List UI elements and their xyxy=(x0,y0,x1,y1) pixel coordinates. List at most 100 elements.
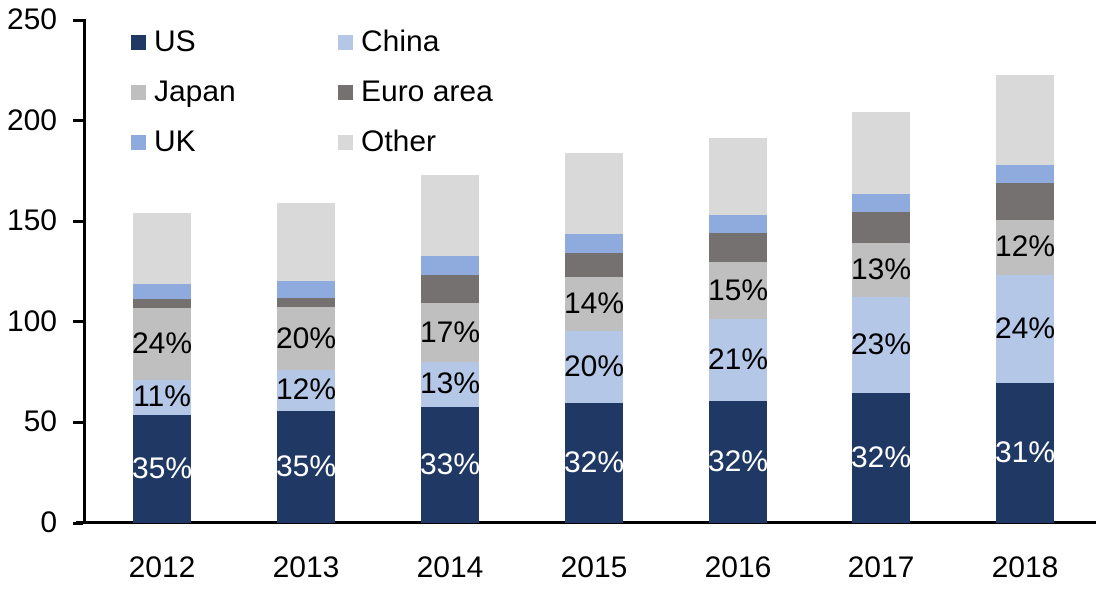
bar-label-japan-2015: 14% xyxy=(563,286,625,320)
x-tick-label-2012: 2012 xyxy=(128,551,196,584)
y-tick-150 xyxy=(73,219,83,223)
bar-segment-japan-2013 xyxy=(277,307,335,371)
bar-label-china-2016: 21% xyxy=(707,343,769,377)
bar-segment-japan-2012 xyxy=(133,307,191,380)
legend-label-us: US xyxy=(154,25,196,58)
bar-segment-uk-2014 xyxy=(421,256,479,275)
bar-label-us-2013: 35% xyxy=(275,449,337,483)
y-tick-50 xyxy=(73,420,83,424)
legend-swatch-japan-icon xyxy=(131,84,146,100)
legend-swatch-uk-icon xyxy=(131,134,146,150)
bar-segment-japan-2015 xyxy=(565,277,623,331)
bar-label-us-2018: 31% xyxy=(994,436,1056,470)
bar-segment-euro-area-2013 xyxy=(277,297,335,308)
bar-segment-euro-area-2015 xyxy=(565,252,623,278)
y-tick-label-150: 150 xyxy=(6,204,57,238)
bar-segment-china-2016 xyxy=(709,319,767,401)
legend-item-japan: Japan xyxy=(131,75,338,109)
x-tick-label-2018: 2018 xyxy=(991,551,1059,584)
legend: US China Japan Euro area UK Other xyxy=(131,17,493,167)
bar-segment-other-2012 xyxy=(133,212,191,284)
bar-segment-us-2016 xyxy=(709,400,767,523)
bar-label-japan-2012: 24% xyxy=(131,326,193,360)
bar-label-us-2017: 32% xyxy=(850,441,912,475)
legend-swatch-euro-area-icon xyxy=(338,84,353,100)
bar-segment-china-2017 xyxy=(852,297,910,394)
y-tick-label-50: 50 xyxy=(23,405,57,439)
bar-segment-other-2014 xyxy=(421,174,479,256)
bar-label-japan-2018: 12% xyxy=(994,230,1056,264)
bar-segment-uk-2015 xyxy=(565,233,623,253)
legend-item-other: Other xyxy=(338,125,493,159)
legend-item-china: China xyxy=(338,25,493,59)
x-tick-label-2017: 2017 xyxy=(847,551,915,584)
bar-segment-uk-2017 xyxy=(852,194,910,212)
legend-label-other: Other xyxy=(361,125,437,158)
bar-segment-us-2012 xyxy=(133,414,191,523)
bar-label-china-2017: 23% xyxy=(850,328,912,362)
bar-label-japan-2013: 20% xyxy=(275,321,337,355)
bar-segment-japan-2014 xyxy=(421,303,479,363)
bar-label-japan-2017: 13% xyxy=(850,252,912,286)
x-tick-label-2014: 2014 xyxy=(416,551,484,584)
bar-label-us-2016: 32% xyxy=(707,444,769,478)
y-axis-line xyxy=(83,19,86,524)
bar-segment-japan-2016 xyxy=(709,261,767,320)
bar-segment-other-2016 xyxy=(709,138,767,215)
bar-label-us-2014: 33% xyxy=(419,447,481,481)
bar-segment-other-2015 xyxy=(565,153,623,234)
bar-label-china-2014: 13% xyxy=(419,367,481,401)
bar-segment-euro-area-2016 xyxy=(709,233,767,262)
legend-item-euro-area: Euro area xyxy=(338,75,493,109)
bar-segment-euro-area-2017 xyxy=(852,211,910,243)
bar-segment-other-2013 xyxy=(277,202,335,281)
bar-label-china-2015: 20% xyxy=(563,349,625,383)
y-tick-label-200: 200 xyxy=(6,103,57,137)
legend-swatch-other-icon xyxy=(338,134,353,150)
bar-segment-uk-2016 xyxy=(709,214,767,234)
bar-label-us-2012: 35% xyxy=(131,451,193,485)
bar-label-us-2015: 32% xyxy=(563,446,625,480)
legend-label-china: China xyxy=(361,25,440,58)
legend-label-uk: UK xyxy=(154,125,196,158)
legend-item-us: US xyxy=(131,25,338,59)
bar-segment-us-2018 xyxy=(996,383,1054,523)
legend-swatch-china-icon xyxy=(338,34,353,50)
bar-segment-other-2018 xyxy=(996,74,1054,166)
bar-segment-china-2012 xyxy=(133,379,191,415)
legend-label-euro-area: Euro area xyxy=(361,75,493,108)
bar-label-china-2012: 11% xyxy=(133,380,191,414)
bar-segment-china-2013 xyxy=(277,370,335,411)
bar-segment-euro-area-2012 xyxy=(133,299,191,308)
bar-segment-japan-2018 xyxy=(996,219,1054,275)
bar-segment-china-2018 xyxy=(996,274,1054,384)
y-tick-label-250: 250 xyxy=(6,3,57,36)
bar-label-china-2018: 24% xyxy=(994,312,1056,346)
bar-segment-us-2017 xyxy=(852,393,910,523)
legend-item-uk: UK xyxy=(131,125,338,159)
bar-label-china-2013: 12% xyxy=(275,373,337,407)
legend-label-japan: Japan xyxy=(154,75,236,108)
bar-segment-uk-2018 xyxy=(996,165,1054,184)
y-tick-200 xyxy=(73,119,83,123)
legend-swatch-us-icon xyxy=(131,34,146,50)
y-tick-100 xyxy=(73,320,83,324)
bar-segment-other-2017 xyxy=(852,111,910,195)
bar-segment-euro-area-2018 xyxy=(996,183,1054,220)
bar-segment-us-2013 xyxy=(277,410,335,523)
y-tick-label-100: 100 xyxy=(6,304,57,338)
bar-label-japan-2014: 17% xyxy=(419,315,481,349)
x-tick-label-2015: 2015 xyxy=(560,551,628,584)
bar-segment-uk-2013 xyxy=(277,280,335,298)
bar-label-japan-2016: 15% xyxy=(707,273,769,307)
x-tick-label-2016: 2016 xyxy=(704,551,772,584)
bar-segment-china-2014 xyxy=(421,362,479,407)
y-tick-250 xyxy=(73,18,83,22)
bar-segment-china-2015 xyxy=(565,330,623,404)
bar-segment-us-2014 xyxy=(421,406,479,523)
y-tick-label-0: 0 xyxy=(40,506,57,539)
x-tick-label-2013: 2013 xyxy=(272,551,340,584)
bar-segment-japan-2017 xyxy=(852,242,910,298)
bar-segment-uk-2012 xyxy=(133,283,191,300)
